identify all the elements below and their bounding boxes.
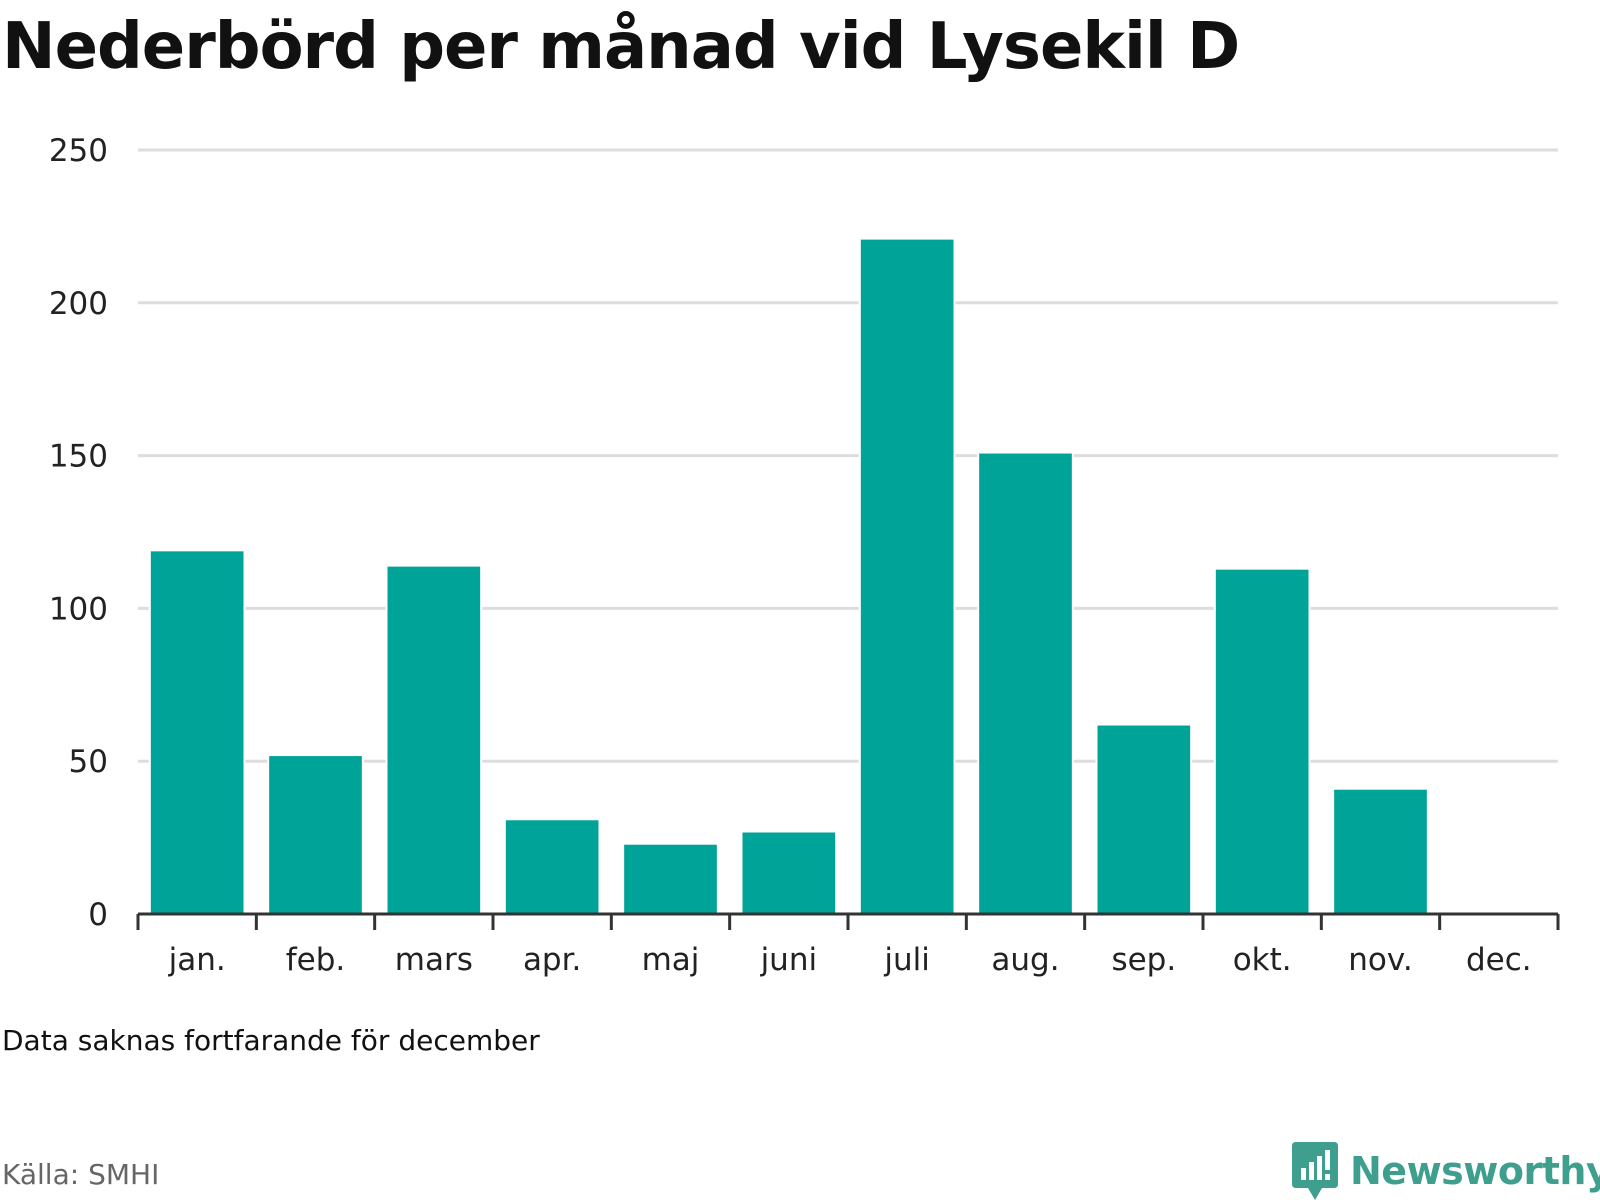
y-tick-label: 50 [69,744,108,780]
chart-note: Data saknas fortfarande för december [2,1024,540,1057]
x-tick-label: maj [642,942,700,978]
x-tick-label: juni [760,942,818,978]
y-axis-tick-labels: 0 50 100 150 200 250 [49,133,108,933]
y-tick-label: 250 [49,133,108,169]
y-tick-label: 0 [88,897,108,933]
bar [740,830,838,915]
x-tick-label: mars [395,942,473,978]
bar [267,754,364,916]
x-axis-tick-labels: jan. feb. mars apr. maj juni juli aug. sep. okt. n… [168,942,1532,978]
bar [503,818,601,915]
x-axis [136,912,1560,930]
brand-name: Newsworthy [1350,1149,1600,1193]
bar [977,451,1074,915]
bar [858,237,956,915]
chart-title: Nederbörd per månad vid Lysekil D [2,10,1240,84]
x-tick-label: sep. [1111,942,1176,978]
source-credit: Källa: SMHI [2,1158,160,1191]
y-tick-label: 200 [49,286,108,322]
bar [1213,567,1311,915]
y-tick-label: 150 [49,439,108,475]
bar [148,549,246,915]
x-tick-label: juli [883,942,930,978]
bar [385,564,483,916]
bars [148,237,1429,916]
bar [622,842,719,915]
y-tick-label: 100 [49,591,108,627]
newsworthy-logo-icon [1292,1142,1338,1200]
x-tick-label: apr. [523,942,581,978]
x-tick-label: nov. [1348,942,1412,978]
x-tick-label: aug. [991,942,1059,978]
bar [1332,787,1429,915]
x-tick-label: feb. [286,942,346,978]
bar [1095,723,1193,916]
x-tick-label: okt. [1233,942,1292,978]
x-tick-label: jan. [168,942,226,978]
brand-logo: Newsworthy [1292,1142,1600,1200]
gridlines [138,148,1558,763]
x-tick-label: dec. [1466,942,1532,978]
